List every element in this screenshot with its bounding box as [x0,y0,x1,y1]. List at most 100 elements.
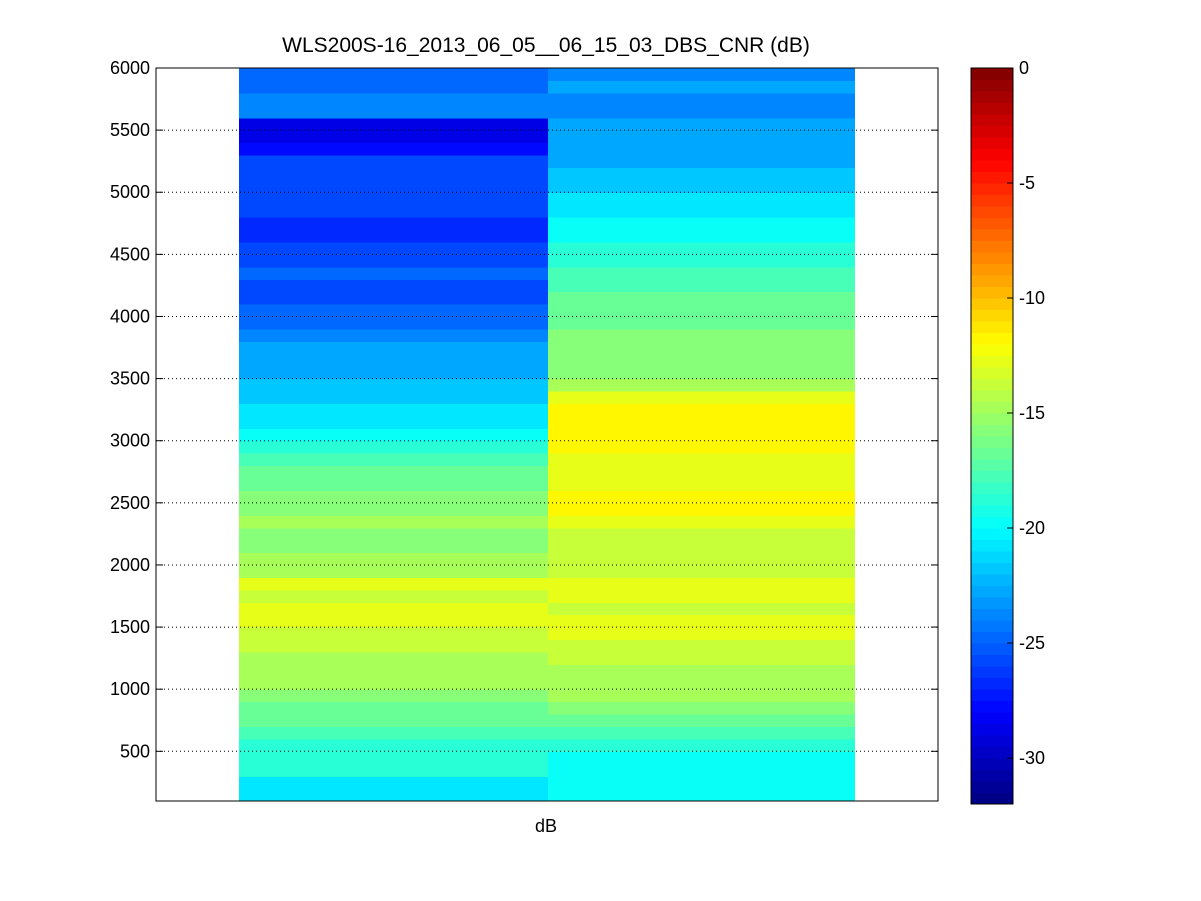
heatmap-cell [548,378,855,392]
y-tick-label: 3000 [110,431,150,451]
colorbar-frame [970,67,1014,805]
colorbar-segment [971,401,1013,414]
heatmap-cell [548,217,855,231]
heatmap-cell [239,241,548,255]
heatmap-cell [548,701,855,715]
colorbar-segment [971,332,1013,345]
heatmap-cell [239,68,548,82]
colorbar-segment [971,183,1013,196]
heatmap-cell [239,105,548,119]
x-axis-label: dB [535,816,557,836]
heatmap-cell [239,403,548,417]
colorbar-segment [971,735,1013,748]
heatmap-cell [239,353,548,367]
colorbar-segment [971,148,1013,161]
colorbar-segment [971,436,1013,449]
heatmap-cell [239,577,548,591]
heatmap-cell [548,465,855,479]
heatmap-cell [239,564,548,578]
heatmap-cell [548,105,855,119]
colorbar-segment [971,102,1013,115]
heatmap-cell [548,527,855,541]
colorbar-segment [971,470,1013,483]
heatmap-cell [548,229,855,243]
heatmap-cell [239,776,548,790]
heatmap-cell [239,428,548,442]
colorbar-segment [971,608,1013,621]
heatmap-cell [239,254,548,268]
heatmap-cell [548,477,855,491]
colorbar-segment [971,447,1013,460]
colorbar-segment [971,68,1013,81]
colorbar-tick-label: -5 [1019,173,1035,193]
heatmap-cell [548,341,855,355]
colorbar-segment [971,413,1013,426]
colorbar-segment [971,275,1013,288]
colorbar-ticks: 0 -5 -10 -15 -20 -25 -30 [1007,58,1045,768]
heatmap-cell [239,639,548,653]
heatmap-cell [548,428,855,442]
heatmap-cell [239,515,548,529]
heatmap-cell [548,614,855,628]
heatmap-cell [548,366,855,380]
heatmap-cell [239,664,548,678]
colorbar-segment [971,539,1013,552]
heatmap-cell [548,788,855,802]
colorbar-segment [971,125,1013,138]
colorbar-segment [971,321,1013,334]
heatmap-cell [548,80,855,94]
y-tick-label: 1000 [110,679,150,699]
heatmap-cell [239,589,548,603]
heatmap-cell [239,689,548,703]
colorbar-segment [971,505,1013,518]
heatmap-cell [548,415,855,429]
heatmap-cell [548,714,855,728]
heatmap-cell [548,453,855,467]
colorbar-segment [971,769,1013,782]
heatmap-cell [239,291,548,305]
heatmap-cells [239,68,855,802]
colorbar-segment [971,562,1013,575]
heatmap-cell [239,154,548,168]
colorbar-segment [971,620,1013,633]
colorbar-segment [971,643,1013,656]
colorbar-segment [971,355,1013,368]
heatmap-cell [548,490,855,504]
heatmap-cell [548,316,855,330]
colorbar-segment [971,723,1013,736]
colorbar-segment [971,378,1013,391]
colorbar-segment [971,309,1013,322]
colorbar-segment [971,677,1013,690]
colorbar-segment [971,206,1013,219]
heatmap-cell [239,651,548,665]
colorbar-segment [971,160,1013,173]
colorbar-segment [971,792,1013,805]
colorbar-tick-label: -30 [1019,748,1045,768]
colorbar [970,67,1014,805]
heatmap-cell [239,440,548,454]
colorbar-segment [971,263,1013,276]
colorbar-tick-label: -20 [1019,518,1045,538]
heatmap-cell [239,614,548,628]
heatmap-cell [548,763,855,777]
heatmap-cell [548,589,855,603]
colorbar-segment [971,516,1013,529]
colorbar-segment [971,240,1013,253]
heatmap-cell [548,241,855,255]
heatmap-cell [239,316,548,330]
colorbar-segment [971,631,1013,644]
heatmap-cell [239,92,548,106]
heatmap-cell [239,366,548,380]
heatmap-cell [548,552,855,566]
heatmap-cell [239,788,548,802]
colorbar-segment [971,286,1013,299]
heatmap-cell [239,490,548,504]
heatmap-cell [239,266,548,280]
heatmap-cell [239,453,548,467]
heatmap-cell [548,92,855,106]
heatmap-cell [239,279,548,293]
colorbar-segment [971,194,1013,207]
chart-title: WLS200S-16_2013_06_05__06_15_03_DBS_CNR … [282,34,810,57]
heatmap-cell [548,254,855,268]
